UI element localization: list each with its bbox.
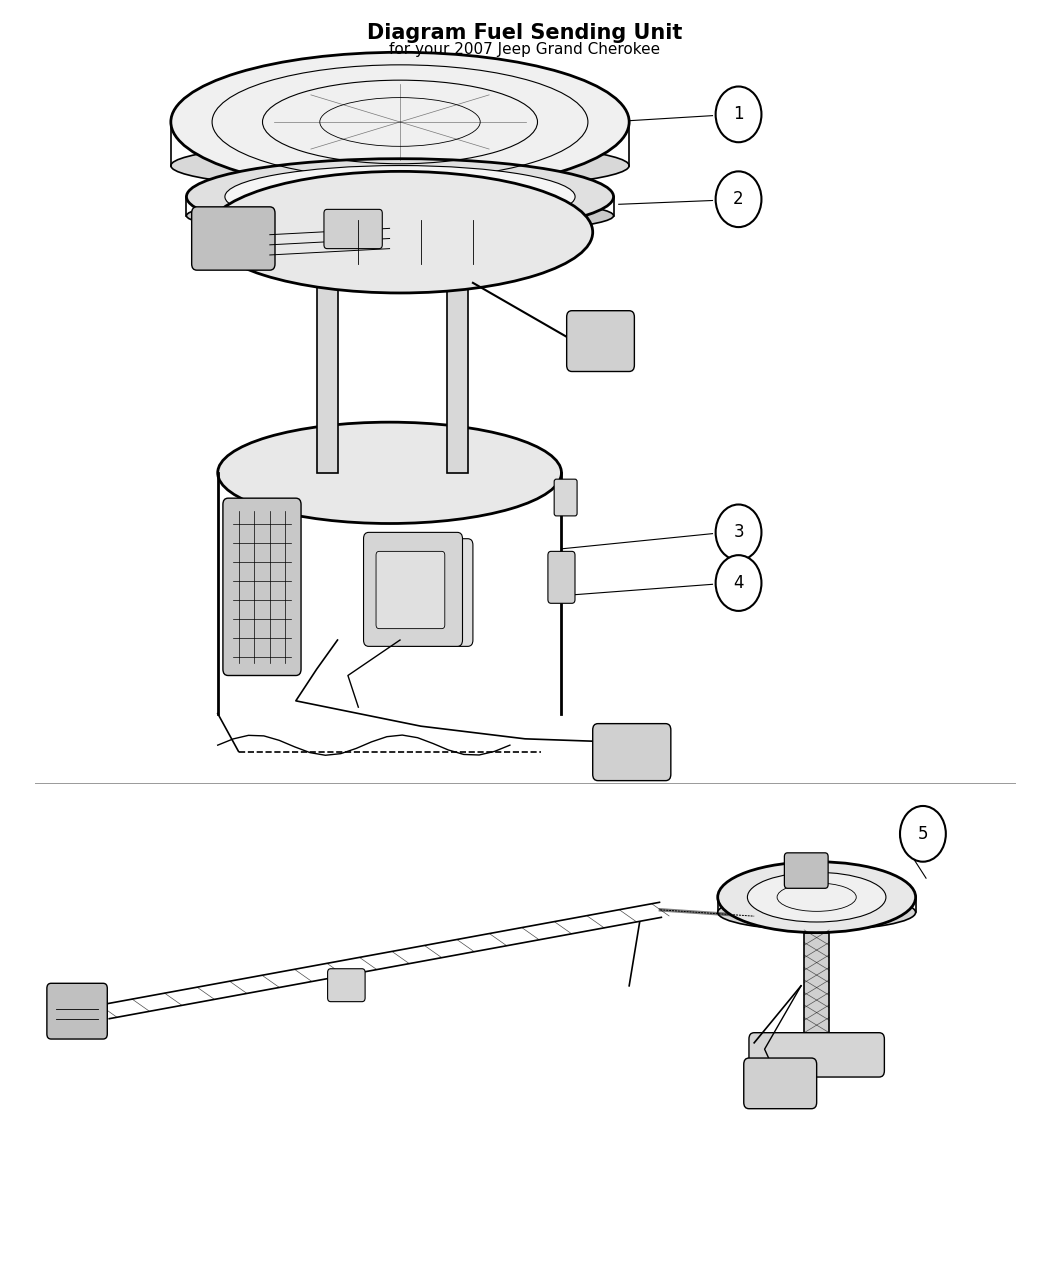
FancyBboxPatch shape [554, 479, 578, 516]
FancyBboxPatch shape [192, 207, 275, 270]
FancyBboxPatch shape [567, 311, 634, 371]
Ellipse shape [718, 895, 916, 929]
Text: 2: 2 [733, 190, 743, 208]
Ellipse shape [207, 171, 592, 293]
FancyBboxPatch shape [804, 932, 830, 1033]
Text: for your 2007 Jeep Grand Cherokee: for your 2007 Jeep Grand Cherokee [390, 42, 660, 57]
Ellipse shape [187, 196, 613, 235]
FancyBboxPatch shape [47, 983, 107, 1039]
Ellipse shape [748, 872, 886, 922]
Ellipse shape [171, 142, 629, 190]
FancyBboxPatch shape [592, 724, 671, 780]
FancyBboxPatch shape [223, 499, 301, 676]
Text: 3: 3 [733, 523, 743, 542]
Ellipse shape [187, 158, 613, 235]
Circle shape [716, 555, 761, 611]
Text: 1: 1 [733, 106, 743, 124]
Circle shape [716, 87, 761, 143]
FancyBboxPatch shape [395, 539, 472, 646]
Ellipse shape [171, 52, 629, 191]
Ellipse shape [225, 166, 575, 228]
FancyBboxPatch shape [749, 1033, 884, 1077]
FancyBboxPatch shape [548, 551, 575, 603]
Text: Diagram Fuel Sending Unit: Diagram Fuel Sending Unit [368, 23, 682, 43]
Ellipse shape [217, 422, 562, 524]
Text: 4: 4 [733, 574, 743, 592]
FancyBboxPatch shape [376, 551, 445, 629]
Text: 5: 5 [918, 825, 928, 843]
Circle shape [900, 806, 946, 862]
FancyBboxPatch shape [363, 533, 462, 646]
Circle shape [716, 505, 761, 560]
FancyBboxPatch shape [328, 969, 365, 1002]
Ellipse shape [777, 884, 856, 912]
FancyBboxPatch shape [784, 853, 828, 889]
FancyBboxPatch shape [743, 1058, 817, 1109]
FancyBboxPatch shape [317, 263, 337, 473]
FancyBboxPatch shape [447, 263, 467, 473]
FancyBboxPatch shape [324, 209, 382, 249]
Ellipse shape [718, 862, 916, 932]
Circle shape [716, 171, 761, 227]
